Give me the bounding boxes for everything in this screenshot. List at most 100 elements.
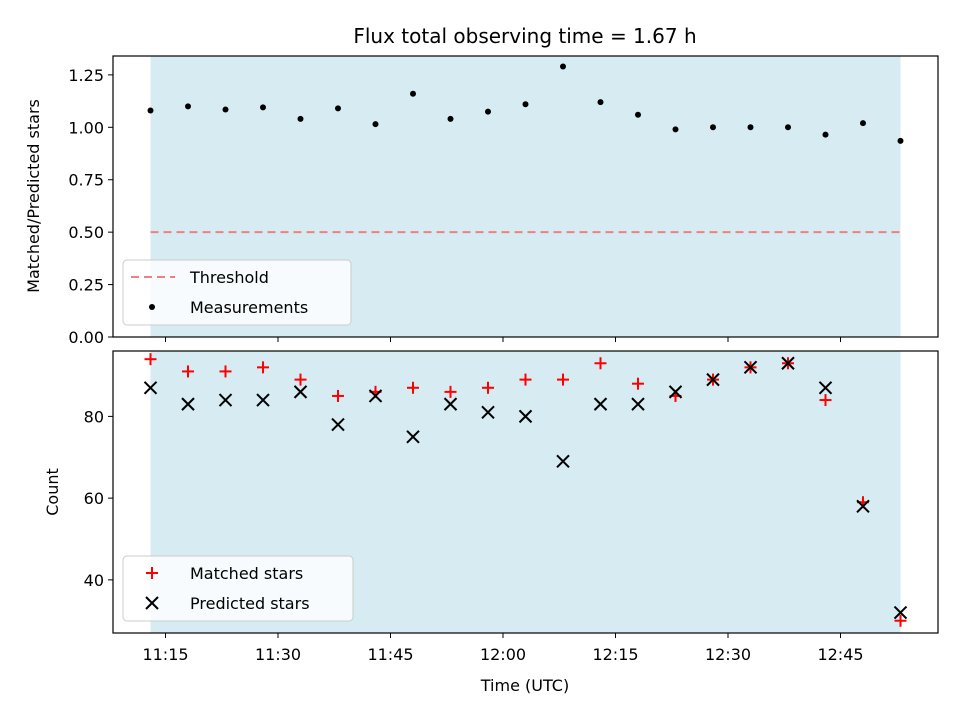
matched-star-point (557, 373, 569, 386)
measurement-point (410, 90, 416, 97)
matched-star-point (632, 377, 644, 390)
matched-star-point (294, 373, 307, 386)
measurement-point (747, 124, 754, 131)
legend-measurements-marker (149, 304, 155, 310)
chart-title: Flux total observing time = 1.67 h (353, 24, 696, 48)
predicted-star-point-b (331, 417, 345, 432)
predicted-star-point-b (706, 372, 720, 387)
predicted-star-point-b (668, 385, 683, 399)
predicted-star-point-b (218, 393, 233, 407)
predicted-star-point-b (143, 381, 158, 395)
predicted-star-point (856, 499, 870, 514)
predicted-star-point-b (856, 499, 870, 514)
legend-predicted-marker (145, 596, 159, 610)
x-tick-label: 12:15 (592, 645, 638, 664)
top-legend: Threshold Measurements (122, 259, 352, 326)
measurement-point (822, 131, 829, 138)
top-y-tick-label: 0.75 (68, 171, 104, 190)
bottom-y-axis-label: Count (43, 468, 62, 516)
predicted-star-point-b (743, 360, 758, 375)
predicted-star-point (331, 417, 345, 432)
predicted-star-point (743, 360, 758, 375)
measurement-point (147, 107, 154, 114)
measurement-point (447, 115, 454, 122)
predicted-star-point (668, 385, 683, 399)
predicted-star-point (181, 397, 195, 411)
predicted-star-point-b (256, 393, 270, 407)
top-y-tick-label: 1.00 (68, 118, 104, 137)
predicted-star-point (556, 454, 570, 469)
predicted-star-point (143, 381, 158, 395)
top-y-tick-label: 0.25 (68, 276, 104, 295)
matched-star-point (332, 389, 344, 402)
predicted-star-point (631, 397, 645, 411)
measurement-point (635, 111, 641, 118)
predicted-star-point-b (518, 409, 533, 424)
bottom-y-tick-label: 80 (84, 407, 104, 426)
bottom-panel: 40 60 80 11:15 11:30 11:45 12:00 12:15 12:30 12:4… (84, 350, 939, 664)
legend-predicted-label: Predicted stars (190, 594, 310, 613)
legend-predicted-marker-b (145, 596, 159, 610)
predicted-star-point-b (556, 454, 570, 469)
x-tick-label: 12:45 (817, 645, 863, 664)
measurement-point (785, 124, 791, 131)
top-panel-frame (112, 55, 939, 338)
top-y-tick-label: 0.00 (68, 328, 104, 347)
x-tick-label: 11:30 (255, 645, 301, 664)
legend-matched-marker (146, 567, 158, 579)
measurement-point (185, 103, 191, 110)
predicted-star-point (706, 372, 720, 387)
predicted-star-point-b (893, 605, 908, 620)
predicted-star-point (256, 393, 270, 407)
predicted-star-point (893, 605, 908, 620)
top-y-axis-label: Matched/Predicted stars (24, 99, 43, 293)
measurement-point (672, 126, 679, 133)
predicted-star-point-b (481, 405, 495, 420)
predicted-star-point (406, 430, 420, 444)
predicted-star-point-b (181, 397, 195, 411)
top-y-tick-label: 0.50 (68, 223, 104, 242)
x-axis-label: Time (UTC) (480, 676, 569, 695)
bottom-legend: Matched stars Predicted stars (122, 555, 354, 622)
top-panel: 0.00 0.25 0.50 0.75 1.00 1.25 Threshold Measure… (68, 55, 939, 347)
legend-measurements-label: Measurements (190, 298, 308, 317)
x-tick-label: 12:00 (480, 645, 526, 664)
measurement-point (485, 108, 491, 115)
matched-star-point (257, 361, 269, 374)
predicted-star-point-b (368, 389, 383, 403)
measurement-point (335, 105, 341, 112)
bottom-y-tick-label: 60 (84, 489, 104, 508)
predicted-star-point (818, 381, 833, 395)
measurement-point (860, 120, 866, 127)
top-legend-box (122, 259, 352, 326)
measurement-point (560, 63, 566, 70)
matched-star-point (594, 357, 607, 370)
matched-star-point (819, 394, 832, 407)
predicted-star-point-b (443, 397, 458, 411)
matched-star-point (219, 365, 232, 378)
predicted-star-point-b (781, 356, 795, 370)
matched-star-point (444, 385, 457, 398)
top-y-tick-label: 1.25 (68, 66, 104, 85)
predicted-star-point-b (818, 381, 833, 395)
predicted-star-point (443, 397, 458, 411)
bottom-y-tick-label: 40 (84, 571, 104, 590)
bottom-panel-frame (112, 350, 939, 634)
measurement-point (710, 124, 716, 131)
measurement-point (297, 115, 304, 122)
predicted-star-point-b (631, 397, 645, 411)
matched-star-point (407, 381, 419, 394)
legend-threshold-label: Threshold (189, 268, 269, 287)
predicted-star-point (218, 393, 233, 407)
measurement-point (222, 106, 229, 113)
predicted-star-point (293, 385, 308, 399)
matched-star-point (182, 365, 194, 378)
predicted-star-point (481, 405, 495, 420)
x-tick-label: 11:15 (142, 645, 188, 664)
predicted-star-point (518, 409, 533, 424)
predicted-star-point-b (406, 430, 420, 444)
predicted-star-point (368, 389, 383, 403)
x-tick-label: 11:45 (367, 645, 413, 664)
matched-star-point (894, 614, 907, 627)
